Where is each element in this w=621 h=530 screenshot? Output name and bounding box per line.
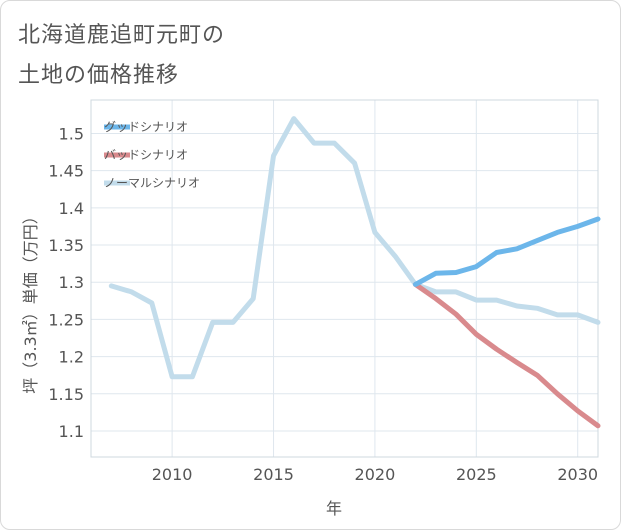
y-tick-label: 1.45: [48, 162, 84, 181]
series-lines: [108, 116, 601, 429]
plot-area: [91, 100, 598, 457]
y-tick-label: 1.1: [59, 422, 84, 441]
y-tick-label: 1.35: [48, 236, 84, 255]
legend-label: バッドシナリオ: [104, 148, 188, 162]
y-tick-label: 1.15: [48, 385, 84, 404]
y-tick-label: 1.2: [59, 348, 84, 367]
x-tick-label: 2010: [152, 465, 193, 484]
x-tick-labels: 2010 2015 2020 2025 2030: [152, 465, 598, 484]
x-tick-label: 2020: [355, 465, 396, 484]
series-line-0: [413, 216, 601, 287]
y-tick-label: 1.25: [48, 310, 84, 329]
legend-label: ノーマルシナリオ: [104, 176, 200, 190]
x-tick-label: 2025: [456, 465, 497, 484]
grid-lines: [90, 99, 599, 458]
y-tick-label: 1.4: [59, 199, 84, 218]
y-tick-labels: 1.1 1.15 1.2 1.25 1.3 1.35 1.4 1.45 1.5: [48, 124, 84, 441]
series-line-1: [413, 281, 601, 429]
chart-title-line-2: 土地の価格推移: [18, 63, 180, 88]
y-axis-title: 坪（3.3㎡）単価（万円）: [21, 208, 40, 393]
legend-label: グッドシナリオ: [104, 120, 188, 134]
chart-title-line-1: 北海道鹿追町元町の: [18, 23, 226, 48]
y-tick-label: 1.5: [59, 124, 84, 143]
series-line-2: [108, 116, 601, 380]
x-tick-label: 2030: [557, 465, 598, 484]
y-tick-label: 1.3: [59, 273, 84, 292]
x-tick-label: 2015: [253, 465, 294, 484]
plot-border: [90, 99, 599, 458]
x-axis-title: 年: [326, 499, 342, 518]
